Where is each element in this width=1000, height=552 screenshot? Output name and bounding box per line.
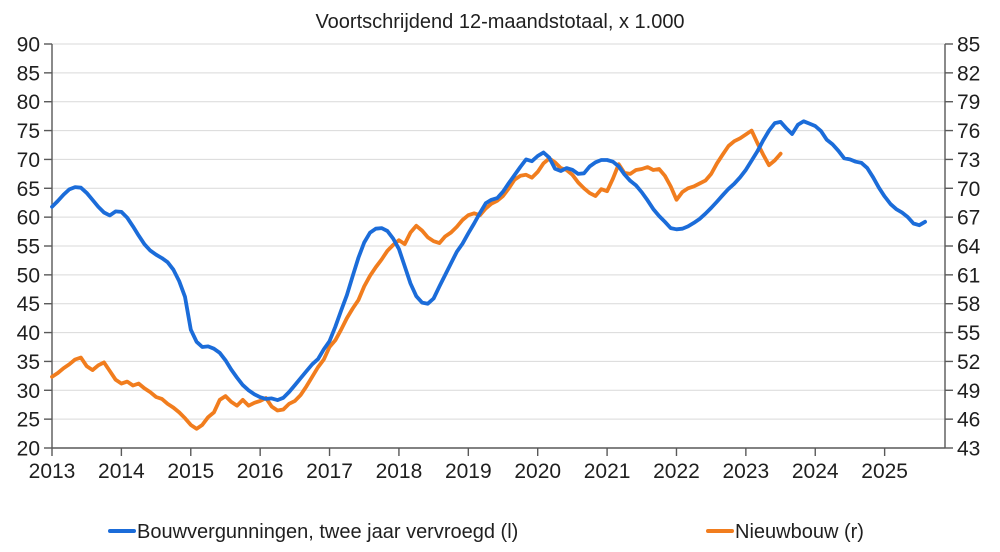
y-left-tick-label: 75 <box>17 120 40 143</box>
x-tick-label: 2016 <box>237 460 284 483</box>
y-left-tick-label: 80 <box>17 91 40 114</box>
y-right-tick-label: 85 <box>957 34 980 57</box>
x-tick-label: 2019 <box>445 460 492 483</box>
gridlines <box>52 43 945 420</box>
y-left-tick-label: 45 <box>17 293 40 316</box>
y-left-tick-label: 20 <box>17 438 40 461</box>
y-right-tick-label: 61 <box>957 264 980 287</box>
x-tick-label: 2017 <box>306 460 353 483</box>
y-right-tick-label: 64 <box>957 236 981 259</box>
x-tick-label: 2021 <box>584 460 631 483</box>
y-right-tick-label: 52 <box>957 351 980 374</box>
x-tick-label: 2024 <box>792 460 839 483</box>
y-right-tick-label: 70 <box>957 178 980 201</box>
y-left-tick-label: 25 <box>17 409 40 432</box>
y-left-tick-label: 70 <box>17 149 40 172</box>
y-right-tick-label: 55 <box>957 322 980 345</box>
y-left-tick-label: 65 <box>17 178 40 201</box>
y-right-tick-label: 49 <box>957 380 980 403</box>
x-tick-label: 2013 <box>29 460 76 483</box>
y-left-tick-label: 55 <box>17 236 40 259</box>
y-left-tick-label: 85 <box>17 62 40 85</box>
y-right-tick-label: 46 <box>957 409 980 432</box>
y-right-tick-label: 79 <box>957 91 980 114</box>
x-tick-label: 2022 <box>653 460 700 483</box>
chart-title: Voortschrijdend 12-maandstotaal, x 1.000 <box>315 11 684 33</box>
y-right-tick-label: 73 <box>957 149 980 172</box>
series-lines <box>50 119 927 431</box>
y-left-tick-label: 35 <box>17 351 40 374</box>
series-line-nieuwbouw <box>50 128 783 431</box>
y-left-tick-label: 60 <box>17 207 40 230</box>
axis-tick-labels: 90 85 80 75 70 65 60 55 50 45 40 35 30 25 20 85 82 79 76 73… <box>17 34 981 484</box>
x-tick-label: 2018 <box>376 460 423 483</box>
y-right-tick-label: 76 <box>957 120 980 143</box>
y-left-tick-label: 30 <box>17 380 40 403</box>
x-tick-label: 2015 <box>167 460 214 483</box>
y-right-tick-label: 82 <box>957 62 980 85</box>
x-tick-label: 2023 <box>723 460 770 483</box>
y-left-tick-label: 40 <box>17 322 40 345</box>
legend: Bouwvergunningen, twee jaar vervroegd (l… <box>108 521 864 543</box>
legend-label-bouwvergunningen: Bouwvergunningen, twee jaar vervroegd (l… <box>137 521 518 543</box>
x-tick-label: 2014 <box>98 460 145 483</box>
series-line-bouwvergunningen <box>50 119 927 403</box>
axes <box>44 43 953 456</box>
y-left-tick-label: 50 <box>17 264 40 287</box>
y-right-tick-label: 43 <box>957 438 980 461</box>
x-tick-label: 2020 <box>514 460 561 483</box>
y-right-tick-label: 58 <box>957 293 980 316</box>
x-tick-label: 2025 <box>861 460 908 483</box>
legend-label-nieuwbouw: Nieuwbouw (r) <box>735 521 864 543</box>
y-left-tick-label: 90 <box>17 34 40 57</box>
y-right-tick-label: 67 <box>957 207 980 230</box>
